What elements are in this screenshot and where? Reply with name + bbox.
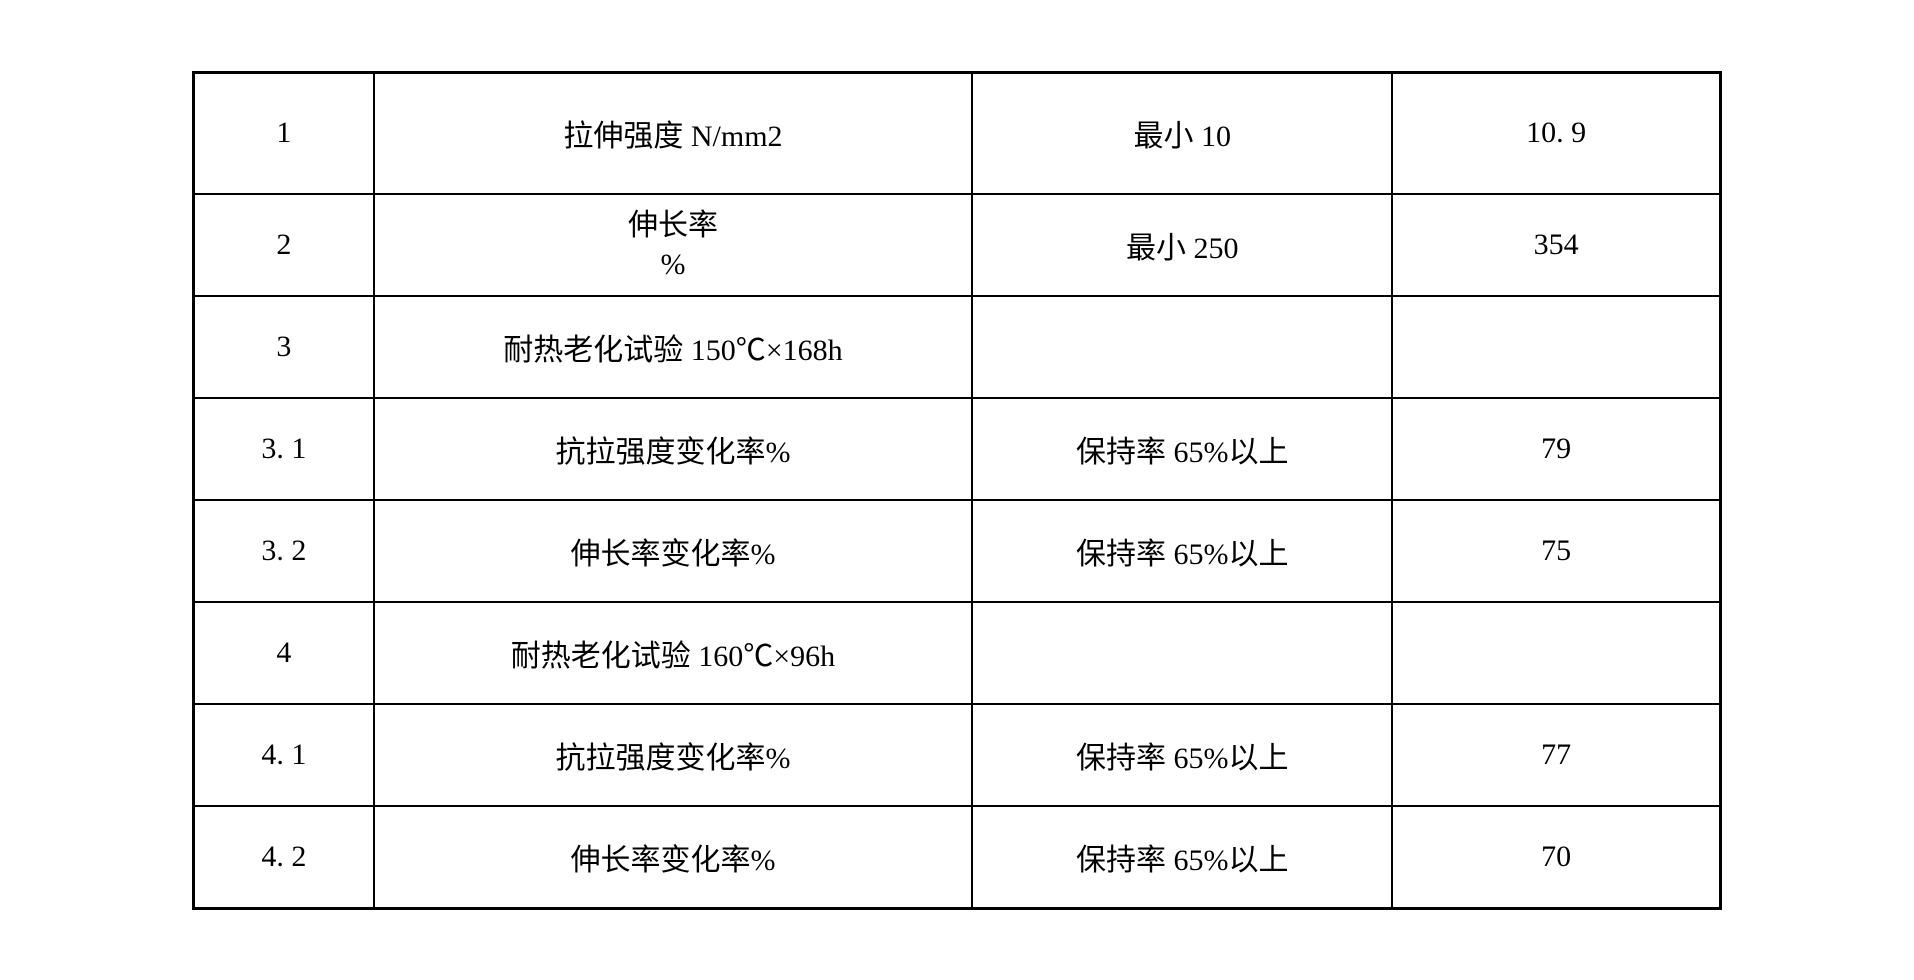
requirement-cell: 保持率 65%以上 [972,500,1392,602]
property-name-cell: 耐热老化试验 150℃×168h [374,296,973,398]
row-index-cell: 2 [194,194,374,296]
value-cell: 70 [1392,806,1720,908]
table-row: 3. 1 抗拉强度变化率% 保持率 65%以上 79 [194,398,1721,500]
value-cell: 10. 9 [1392,72,1720,194]
property-line2: % [660,248,685,281]
property-name-cell: 抗拉强度变化率% [374,398,973,500]
property-name-cell: 伸长率% [374,194,973,296]
value-cell: 354 [1392,194,1720,296]
requirement-cell [972,602,1392,704]
property-name-cell: 伸长率变化率% [374,500,973,602]
requirement-cell [972,296,1392,398]
property-name-cell: 拉伸强度 N/mm2 [374,72,973,194]
value-cell [1392,602,1720,704]
requirement-cell: 保持率 65%以上 [972,398,1392,500]
requirement-cell: 最小 250 [972,194,1392,296]
table-row: 3 耐热老化试验 150℃×168h [194,296,1721,398]
row-index-cell: 3. 2 [194,500,374,602]
table-row: 1 拉伸强度 N/mm2 最小 10 10. 9 [194,72,1721,194]
requirement-cell: 最小 10 [972,72,1392,194]
property-name-cell: 耐热老化试验 160℃×96h [374,602,973,704]
table-row: 4. 2 伸长率变化率% 保持率 65%以上 70 [194,806,1721,908]
row-index-cell: 4. 2 [194,806,374,908]
row-index-cell: 4 [194,602,374,704]
property-line1: 伸长率 [628,209,718,242]
value-cell: 79 [1392,398,1720,500]
material-properties-table: 1 拉伸强度 N/mm2 最小 10 10. 9 2 伸长率% 最小 250 3… [192,71,1722,910]
row-index-cell: 3. 1 [194,398,374,500]
property-name-cell: 抗拉强度变化率% [374,704,973,806]
value-cell: 75 [1392,500,1720,602]
requirement-cell: 保持率 65%以上 [972,806,1392,908]
value-cell: 77 [1392,704,1720,806]
value-cell [1392,296,1720,398]
material-properties-table-container: 1 拉伸强度 N/mm2 最小 10 10. 9 2 伸长率% 最小 250 3… [192,71,1722,910]
row-index-cell: 4. 1 [194,704,374,806]
table-row: 2 伸长率% 最小 250 354 [194,194,1721,296]
table-row: 4 耐热老化试验 160℃×96h [194,602,1721,704]
table-row: 4. 1 抗拉强度变化率% 保持率 65%以上 77 [194,704,1721,806]
row-index-cell: 1 [194,72,374,194]
table-body: 1 拉伸强度 N/mm2 最小 10 10. 9 2 伸长率% 最小 250 3… [194,72,1721,908]
requirement-cell: 保持率 65%以上 [972,704,1392,806]
row-index-cell: 3 [194,296,374,398]
table-row: 3. 2 伸长率变化率% 保持率 65%以上 75 [194,500,1721,602]
property-name-cell: 伸长率变化率% [374,806,973,908]
